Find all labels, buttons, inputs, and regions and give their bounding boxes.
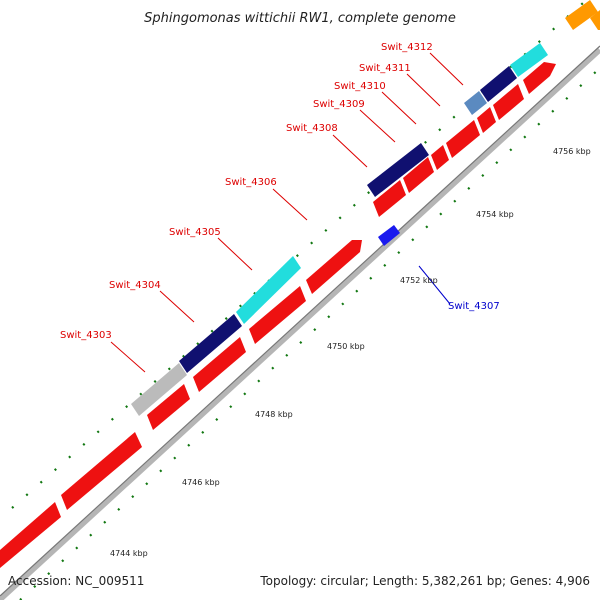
genome-backbone [0,45,600,600]
genome-summary-text: Topology: circular; Length: 5,382,261 bp… [259,574,590,588]
cog-box-cyan [510,43,548,77]
gene-forward [147,384,190,430]
cog-box-navy [480,66,517,102]
gene-label: Swit_4307 [448,301,500,312]
gene-forward [493,84,524,120]
gene-label: Swit_4308 [286,123,338,134]
gene-label: Swit_4304 [109,280,161,291]
gene-forward [523,62,556,94]
label-leaders [110,52,464,373]
cog-box-gray [131,363,187,416]
gene-label: Swit_4311 [359,63,411,74]
tick-label: 4750 kbp [327,342,365,351]
gene-label: Swit_4305 [169,227,221,238]
tick-label: 4744 kbp [110,549,148,558]
gene-forward [249,286,306,344]
gene-forward [431,145,449,170]
gene-label: Swit_4310 [334,81,386,92]
gene-label: Swit_4303 [60,330,112,341]
gene-reverse-swit-4307 [378,225,400,246]
accession-text: Accession: NC_009511 [8,574,144,588]
cog-box-steelblue [464,91,487,115]
tick-label: 4748 kbp [255,410,293,419]
cog-box-orange [565,0,598,30]
gene-forward [373,180,406,217]
gene-forward [477,107,496,133]
cog-box-cyan [236,256,301,324]
tick-label: 4756 kbp [553,147,591,156]
gene-label: Swit_4312 [381,42,433,53]
tick-label: 4746 kbp [182,478,220,487]
tick-label: 4752 kbp [400,276,438,285]
tick-labels: 4744 kbp 4746 kbp 4748 kbp 4750 kbp 4752… [110,147,591,558]
gene-label: Swit_4306 [225,177,277,188]
gene-forward [193,337,246,392]
gene-forward [61,432,142,510]
gene-forward [446,120,480,158]
gene-labels: Swit_4303 Swit_4304 Swit_4305 Swit_4306 … [60,42,500,341]
gene-forward [306,240,362,294]
gene-forward [403,157,434,193]
forward-strand-genes [0,62,556,568]
cog-box-navy [179,314,242,373]
map-title: Sphingomonas wittichii RW1, complete gen… [144,11,456,26]
cog-boxes [131,0,600,416]
gene-label: Swit_4309 [313,99,365,110]
cog-box-orange [590,10,600,30]
gene-forward [0,502,61,568]
cog-box-navy [367,143,429,197]
tick-label: 4754 kbp [476,210,514,219]
